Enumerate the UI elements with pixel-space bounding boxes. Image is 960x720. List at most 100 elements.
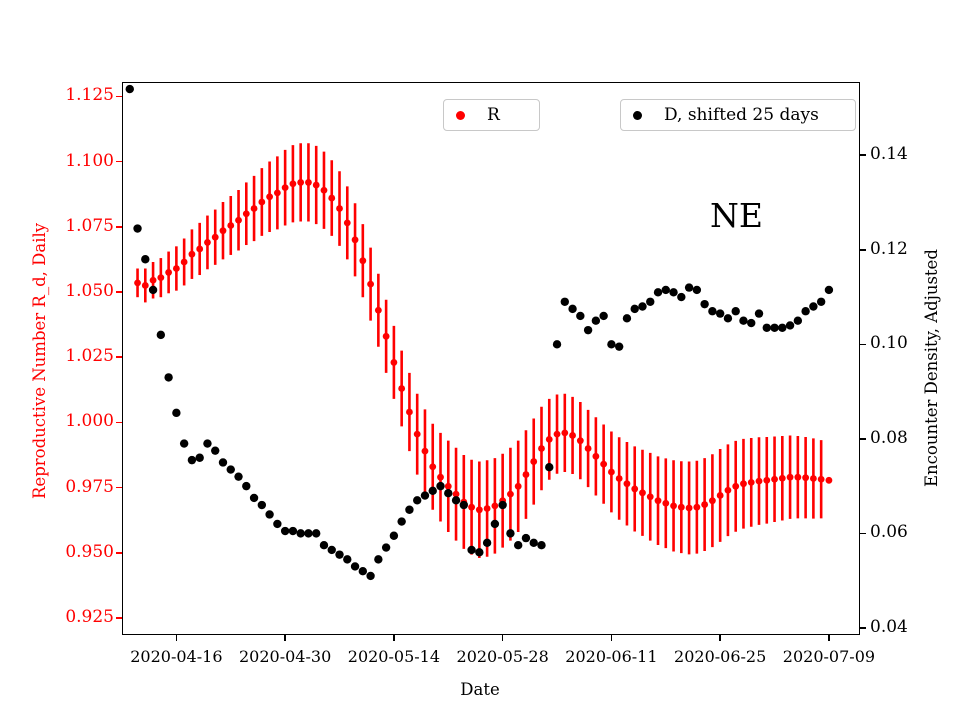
data-point bbox=[249, 493, 259, 503]
circle-marker-icon bbox=[456, 110, 465, 120]
data-point bbox=[631, 485, 639, 493]
right-tick-label: 0.06 bbox=[870, 522, 908, 543]
data-point bbox=[491, 502, 499, 510]
data-point bbox=[701, 501, 709, 508]
data-point bbox=[367, 280, 374, 288]
data-point bbox=[638, 302, 647, 311]
data-point bbox=[444, 482, 452, 490]
right-axis-label: Encounter Density, Adjusted bbox=[922, 248, 941, 487]
data-point bbox=[670, 502, 677, 510]
left-tick-mark bbox=[116, 421, 122, 424]
data-point bbox=[172, 408, 181, 418]
data-point bbox=[785, 321, 795, 330]
data-point bbox=[700, 299, 709, 309]
data-point bbox=[468, 503, 475, 511]
data-point bbox=[165, 269, 173, 276]
data-point bbox=[320, 186, 328, 194]
data-point bbox=[366, 571, 375, 581]
data-point bbox=[614, 342, 624, 351]
data-point bbox=[179, 439, 189, 448]
plot-frame bbox=[122, 82, 860, 635]
data-point bbox=[545, 435, 553, 443]
data-point bbox=[235, 216, 242, 224]
data-point bbox=[802, 474, 810, 482]
data-point bbox=[747, 479, 755, 486]
left-tick-label: 0.925 bbox=[65, 607, 114, 628]
data-point bbox=[141, 282, 149, 289]
left-tick-label: 1.125 bbox=[65, 85, 114, 106]
left-tick-label: 0.975 bbox=[65, 476, 114, 497]
data-point bbox=[234, 472, 243, 481]
data-point bbox=[297, 179, 305, 186]
data-point bbox=[467, 545, 476, 555]
data-point bbox=[709, 497, 716, 505]
left-tick-mark bbox=[116, 225, 122, 228]
data-point bbox=[327, 545, 336, 555]
data-point bbox=[692, 285, 702, 295]
data-point bbox=[608, 468, 615, 476]
data-point bbox=[406, 408, 413, 416]
data-point bbox=[693, 503, 701, 511]
data-point bbox=[336, 205, 343, 212]
data-point bbox=[568, 304, 577, 314]
x-tick-label: 2020-05-28 bbox=[456, 647, 549, 666]
data-point bbox=[482, 538, 492, 548]
data-point bbox=[382, 332, 390, 340]
data-point bbox=[257, 500, 267, 510]
left-tick-mark bbox=[116, 160, 122, 163]
data-point bbox=[281, 184, 289, 192]
left-tick-label: 1.000 bbox=[65, 411, 114, 432]
data-point bbox=[816, 297, 826, 306]
data-point bbox=[187, 455, 197, 465]
left-tick-mark bbox=[116, 291, 122, 293]
data-point bbox=[436, 481, 445, 491]
right-tick-label: 0.04 bbox=[870, 616, 908, 637]
data-point bbox=[328, 194, 336, 202]
x-tick-label: 2020-07-09 bbox=[782, 647, 876, 666]
data-point bbox=[560, 297, 569, 306]
data-point-layer bbox=[125, 84, 834, 581]
left-tick-mark bbox=[116, 356, 122, 358]
plot-area bbox=[122, 82, 860, 635]
right-tick-mark bbox=[860, 343, 866, 346]
left-tick-label: 1.075 bbox=[65, 215, 114, 236]
data-point bbox=[437, 473, 444, 481]
data-point bbox=[793, 316, 803, 325]
data-point bbox=[583, 325, 593, 335]
data-point bbox=[258, 198, 266, 206]
left-tick-label: 0.950 bbox=[65, 541, 114, 562]
x-tick-label: 2020-04-30 bbox=[239, 647, 332, 666]
legend-entry-d[interactable]: D, shifted 25 days bbox=[620, 99, 856, 131]
data-point bbox=[677, 292, 686, 302]
data-point bbox=[156, 330, 166, 340]
data-point bbox=[630, 304, 639, 314]
right-tick-mark bbox=[860, 248, 866, 251]
region-annotation: NE bbox=[710, 196, 763, 235]
x-tick-mark bbox=[393, 635, 395, 641]
data-point bbox=[723, 314, 733, 323]
data-point bbox=[731, 307, 740, 316]
data-point bbox=[763, 476, 771, 484]
data-point bbox=[305, 179, 312, 186]
left-tick-label: 1.025 bbox=[65, 346, 114, 367]
data-point bbox=[607, 340, 616, 349]
data-point bbox=[762, 323, 771, 332]
data-point bbox=[545, 463, 554, 472]
data-point bbox=[180, 258, 188, 266]
data-point bbox=[211, 446, 220, 455]
data-point bbox=[157, 274, 165, 282]
data-point bbox=[196, 245, 204, 253]
data-point bbox=[273, 519, 282, 529]
data-point bbox=[219, 227, 227, 235]
data-point bbox=[265, 510, 274, 519]
legend-entry-r[interactable]: R bbox=[443, 99, 540, 131]
data-point bbox=[592, 452, 600, 460]
x-tick-label: 2020-04-16 bbox=[130, 647, 223, 666]
data-point bbox=[786, 473, 794, 481]
data-point bbox=[646, 297, 655, 306]
data-point bbox=[646, 493, 654, 501]
data-point bbox=[677, 503, 685, 511]
data-point bbox=[289, 180, 297, 188]
data-point bbox=[490, 519, 500, 529]
